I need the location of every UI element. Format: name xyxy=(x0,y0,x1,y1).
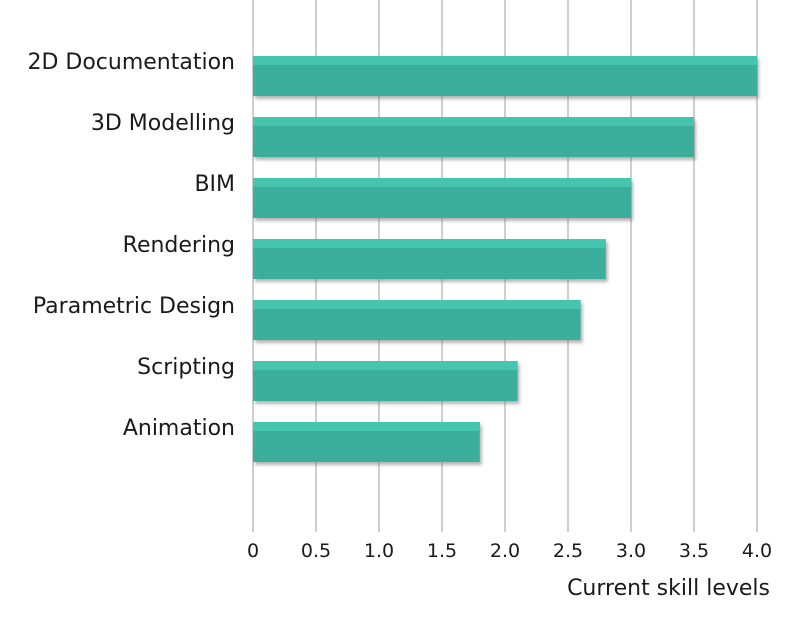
bar xyxy=(253,422,480,462)
x-tick-label: 0 xyxy=(247,540,259,562)
x-tick-label: 0.5 xyxy=(301,540,331,562)
bar xyxy=(253,178,631,218)
bar-highlight xyxy=(253,300,581,309)
category-labels: 2D Documentation 3D Modelling BIM Rendering… xyxy=(27,50,235,441)
bars xyxy=(253,56,757,462)
category-label: Rendering xyxy=(123,233,235,258)
x-tick-label: 2.0 xyxy=(490,540,520,562)
bar-highlight xyxy=(253,117,694,126)
x-tick-label: 3.0 xyxy=(616,540,646,562)
category-label: 3D Modelling xyxy=(91,111,235,136)
bar xyxy=(253,56,757,96)
bar xyxy=(253,239,606,279)
category-label: 2D Documentation xyxy=(27,50,235,75)
tick-labels: 0 0.5 1.0 1.5 2.0 2.5 3.0 3.5 4.0 xyxy=(247,540,772,562)
bar-highlight xyxy=(253,422,480,431)
x-tick-label: 1.0 xyxy=(364,540,394,562)
x-axis-title: Current skill levels xyxy=(567,576,770,601)
category-label: Scripting xyxy=(137,355,235,380)
bar-highlight xyxy=(253,361,518,370)
bar xyxy=(253,361,518,401)
bar-highlight xyxy=(253,239,606,248)
bar-highlight xyxy=(253,56,757,65)
x-tick-label: 2.5 xyxy=(553,540,583,562)
bar-highlight xyxy=(253,178,631,187)
bar xyxy=(253,117,694,157)
x-tick-label: 4.0 xyxy=(742,540,772,562)
x-tick-label: 3.5 xyxy=(679,540,709,562)
x-tick-label: 1.5 xyxy=(427,540,457,562)
category-label: BIM xyxy=(194,172,235,197)
category-label: Animation xyxy=(123,416,235,441)
category-label: Parametric Design xyxy=(33,294,235,319)
bar xyxy=(253,300,581,340)
